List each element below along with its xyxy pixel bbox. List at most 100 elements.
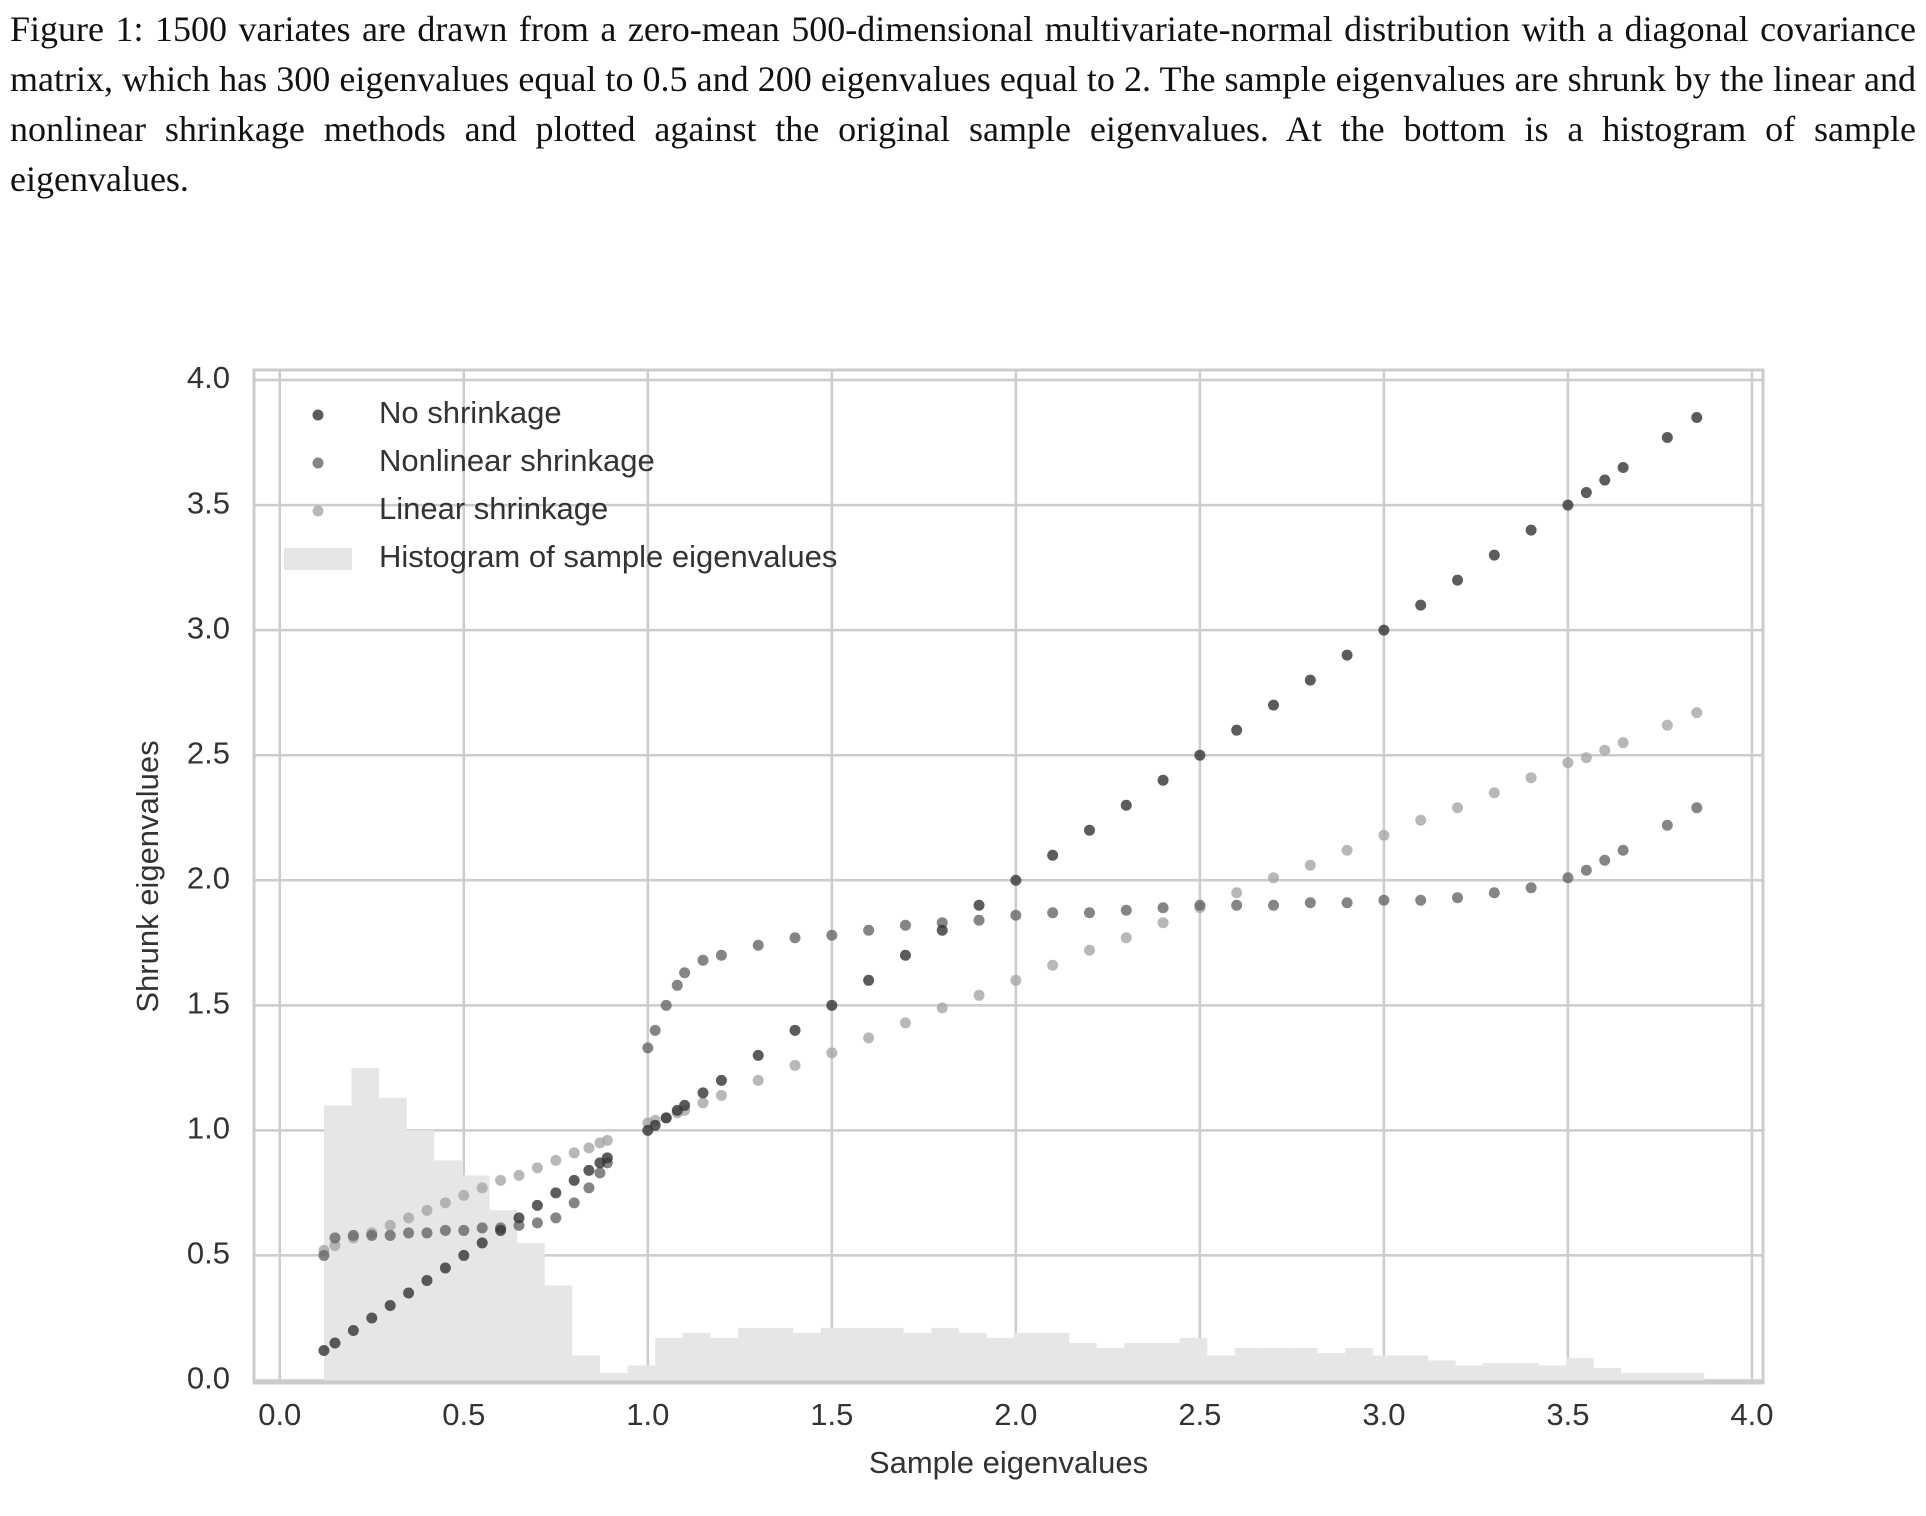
y-tick-label: 2.0 [187, 860, 230, 895]
scatter-point [1415, 599, 1427, 611]
scatter-point [403, 1212, 415, 1224]
histogram-bar [1041, 1332, 1070, 1381]
scatter-point [1488, 887, 1500, 899]
scatter-point [1378, 894, 1390, 906]
histogram-bar [544, 1285, 573, 1381]
scatter-point [318, 1249, 330, 1261]
scatter-point [1157, 902, 1169, 914]
histogram-bar [1538, 1365, 1567, 1381]
scatter-point [439, 1197, 451, 1209]
scatter-point [1580, 487, 1592, 499]
scatter-point [439, 1262, 451, 1274]
scatter-point [826, 999, 838, 1011]
scatter-point [550, 1212, 562, 1224]
scatter-point [863, 974, 875, 986]
histogram-bar [1014, 1332, 1042, 1381]
scatter-point [329, 1337, 341, 1349]
x-axis-label: Sample eigenvalues [869, 1445, 1148, 1480]
scatter-point [1661, 432, 1673, 444]
scatter-point [366, 1312, 378, 1324]
legend-marker [312, 457, 324, 469]
figure-caption: Figure 1: 1500 variates are drawn from a… [10, 9, 1916, 199]
scatter-point [583, 1164, 595, 1176]
histogram-bar [1593, 1367, 1622, 1381]
scatter-point [384, 1299, 396, 1311]
x-tick-label: 2.0 [994, 1397, 1037, 1432]
scatter-point [715, 1074, 727, 1086]
scatter-point [1661, 719, 1673, 731]
scatter-point [1525, 772, 1537, 784]
y-tick-label: 3.5 [187, 485, 230, 520]
x-tick-label: 4.0 [1730, 1397, 1773, 1432]
histogram-bar [1124, 1342, 1153, 1381]
scatter-point [458, 1224, 470, 1236]
scatter-point [1267, 899, 1279, 911]
histogram-bar [1179, 1337, 1208, 1381]
x-tick-label: 0.0 [258, 1397, 301, 1432]
y-tick-label: 2.5 [187, 735, 230, 770]
legend-marker [312, 409, 324, 421]
histogram-bar [820, 1327, 849, 1381]
histogram-bar [1648, 1372, 1677, 1381]
legend-label: No shrinkage [379, 395, 562, 430]
scatter-point [697, 1087, 709, 1099]
histogram-bar [406, 1130, 435, 1381]
scatter-point [384, 1219, 396, 1231]
scatter-point [1452, 802, 1464, 814]
histogram-bar [1262, 1347, 1291, 1381]
scatter-point [1562, 872, 1574, 884]
scatter-point [476, 1222, 488, 1234]
histogram-bar [1152, 1342, 1180, 1381]
scatter-point [899, 919, 911, 931]
scatter-point [863, 1032, 875, 1044]
scatter-point [826, 1047, 838, 1059]
histogram-bar [599, 1372, 628, 1381]
scatter-point [1267, 872, 1279, 884]
y-tick-label: 1.5 [187, 986, 230, 1021]
scatter-point [899, 1017, 911, 1029]
scatter-point [1304, 859, 1316, 871]
histogram-bar [1455, 1365, 1484, 1381]
histogram-bar [655, 1337, 683, 1381]
scatter-point [347, 1324, 359, 1336]
scatter-point [789, 932, 801, 944]
scatter-point [1157, 917, 1169, 929]
scatter-point [1617, 737, 1629, 749]
histogram-bar [627, 1365, 656, 1381]
histogram-bar [572, 1355, 600, 1381]
legend-label: Histogram of sample eigenvalues [379, 539, 837, 574]
scatter-point [1047, 907, 1059, 919]
scatter-point [1580, 752, 1592, 764]
scatter-point [347, 1229, 359, 1241]
x-tick-label: 1.5 [810, 1397, 853, 1432]
histogram-bar [1428, 1360, 1456, 1381]
legend-label: Linear shrinkage [379, 491, 608, 526]
scatter-point [1452, 892, 1464, 904]
scatter-point [1231, 899, 1243, 911]
histogram-bar [461, 1175, 490, 1381]
histogram-bar [848, 1327, 877, 1381]
scatter-point [583, 1182, 595, 1194]
histogram-bar [1510, 1362, 1539, 1381]
scatter-point [1341, 649, 1353, 661]
scatter-point [1415, 814, 1427, 826]
histogram-bar [1290, 1347, 1318, 1381]
histogram-bar [1096, 1347, 1125, 1381]
histogram-bar [876, 1327, 904, 1381]
scatter-point [1415, 894, 1427, 906]
scatter-point [1341, 844, 1353, 856]
scatter-point [752, 1049, 764, 1061]
scatter-point [1047, 849, 1059, 861]
scatter-point [1010, 874, 1022, 886]
legend-patch [284, 548, 352, 570]
scatter-point [899, 949, 911, 961]
x-tick-label: 0.5 [442, 1397, 485, 1432]
scatter-point [476, 1237, 488, 1249]
scatter-point [660, 1112, 672, 1124]
histogram-bar [903, 1332, 932, 1381]
scatter-point [568, 1147, 580, 1159]
scatter-point [671, 979, 683, 991]
scatter-point [531, 1217, 543, 1229]
scatter-point [679, 1099, 691, 1111]
